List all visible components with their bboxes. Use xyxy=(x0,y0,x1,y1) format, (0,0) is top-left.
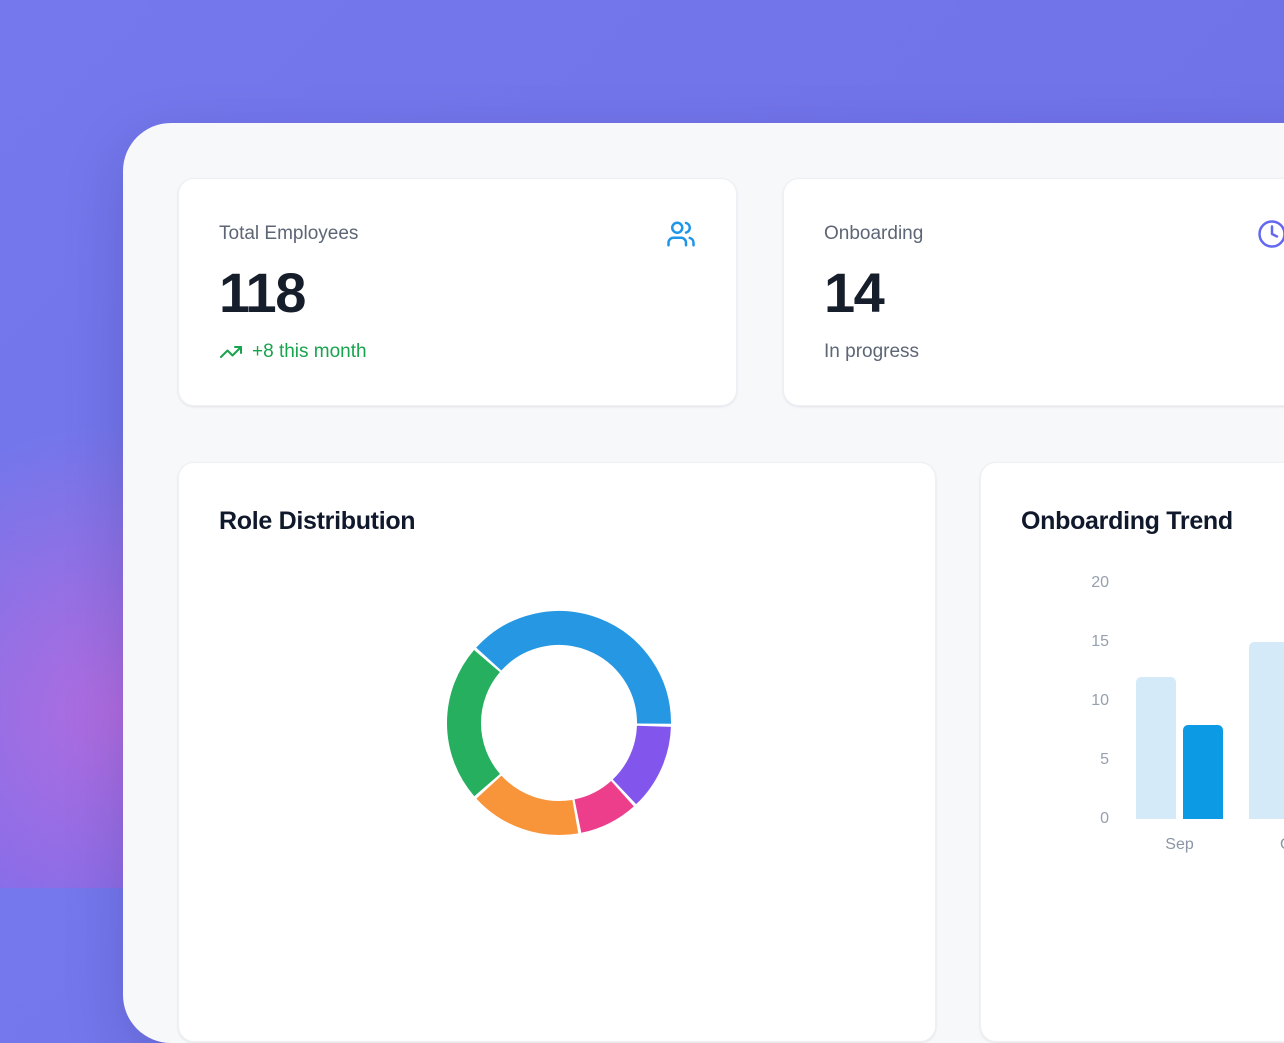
donut-segment[interactable] xyxy=(578,794,623,816)
role-distribution-card: Role Distribution xyxy=(178,462,936,1042)
card-title: Role Distribution xyxy=(219,507,415,536)
donut-segment[interactable] xyxy=(489,787,575,818)
bar-light-Sep[interactable] xyxy=(1136,677,1176,819)
x-axis-tick-label: Sep xyxy=(1136,835,1223,855)
donut-segment[interactable] xyxy=(464,661,487,785)
stat-subtext: In progress xyxy=(824,339,1284,365)
stat-card-total-employees: Total Employees 118 +8 this month xyxy=(178,178,737,406)
y-axis-tick-label: 10 xyxy=(1059,691,1109,711)
stat-subtext-label: In progress xyxy=(824,339,919,365)
users-icon xyxy=(666,219,696,249)
onboarding-trend-bar-chart: 20 15 10 5 0 Sep Oct xyxy=(981,463,1284,1041)
onboarding-trend-card: Onboarding Trend 20151050SepOct xyxy=(980,462,1284,1042)
x-axis-tick-label: Oct xyxy=(1249,835,1284,855)
stat-trend: +8 this month xyxy=(219,339,696,365)
bar-dark-Sep[interactable] xyxy=(1183,725,1223,819)
donut-segment[interactable] xyxy=(624,726,654,792)
bar-light-Oct[interactable] xyxy=(1249,642,1284,819)
y-axis-tick-label: 20 xyxy=(1059,573,1109,593)
y-axis-tick-label: 15 xyxy=(1059,632,1109,652)
dashboard-panel: Total Employees 118 +8 this month xyxy=(123,123,1284,1043)
y-axis-tick-label: 5 xyxy=(1059,750,1109,770)
stat-label: Total Employees xyxy=(219,221,358,247)
trending-up-icon xyxy=(219,340,243,364)
stat-value: 14 xyxy=(824,265,1284,321)
stat-card-header: Onboarding xyxy=(824,221,1284,249)
clock-icon xyxy=(1257,219,1284,249)
role-distribution-donut-chart xyxy=(439,603,679,843)
stat-trend-label: +8 this month xyxy=(252,339,367,365)
stat-card-header: Total Employees xyxy=(219,221,696,249)
stat-label: Onboarding xyxy=(824,221,923,247)
stat-value: 118 xyxy=(219,265,696,321)
donut-segment[interactable] xyxy=(489,628,654,724)
dashboard-screen: { "theme": { "background_purple": "#7174… xyxy=(0,0,1284,888)
y-axis-tick-label: 0 xyxy=(1059,809,1109,829)
stat-card-onboarding: Onboarding 14 In progress xyxy=(783,178,1284,406)
